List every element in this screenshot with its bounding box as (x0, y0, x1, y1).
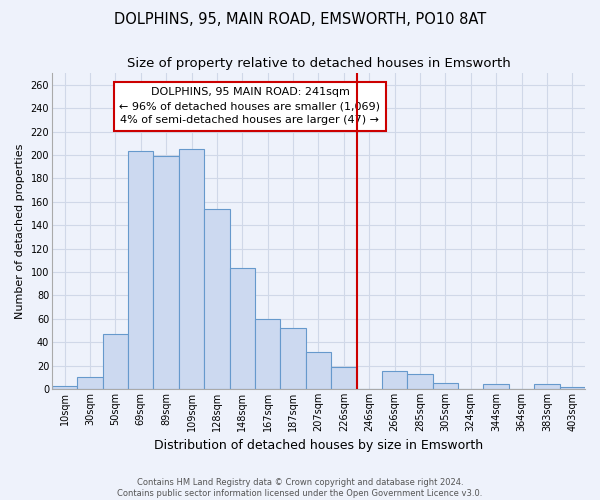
Text: Contains HM Land Registry data © Crown copyright and database right 2024.
Contai: Contains HM Land Registry data © Crown c… (118, 478, 482, 498)
Bar (230, 268, 255, 389)
X-axis label: Distribution of detached houses by size in Emsworth: Distribution of detached houses by size … (154, 440, 483, 452)
Bar (280, 328, 306, 389)
Bar (179, 149, 204, 389)
Bar (433, 383, 458, 389)
Bar (103, 334, 128, 389)
Bar (52, 386, 77, 389)
Bar (128, 152, 154, 389)
Y-axis label: Number of detached properties: Number of detached properties (15, 144, 25, 318)
Bar (407, 374, 433, 389)
Bar (484, 384, 509, 389)
Bar (331, 367, 356, 389)
Bar (306, 352, 331, 389)
Bar (204, 209, 230, 389)
Bar (255, 319, 280, 389)
Bar (154, 156, 179, 389)
Bar (382, 372, 407, 389)
Text: DOLPHINS, 95, MAIN ROAD, EMSWORTH, PO10 8AT: DOLPHINS, 95, MAIN ROAD, EMSWORTH, PO10 … (114, 12, 486, 28)
Text: DOLPHINS, 95 MAIN ROAD: 241sqm
← 96% of detached houses are smaller (1,069)
4% o: DOLPHINS, 95 MAIN ROAD: 241sqm ← 96% of … (119, 87, 380, 125)
Title: Size of property relative to detached houses in Emsworth: Size of property relative to detached ho… (127, 58, 511, 70)
Bar (77, 378, 103, 389)
Bar (534, 384, 560, 389)
Bar (560, 386, 585, 389)
